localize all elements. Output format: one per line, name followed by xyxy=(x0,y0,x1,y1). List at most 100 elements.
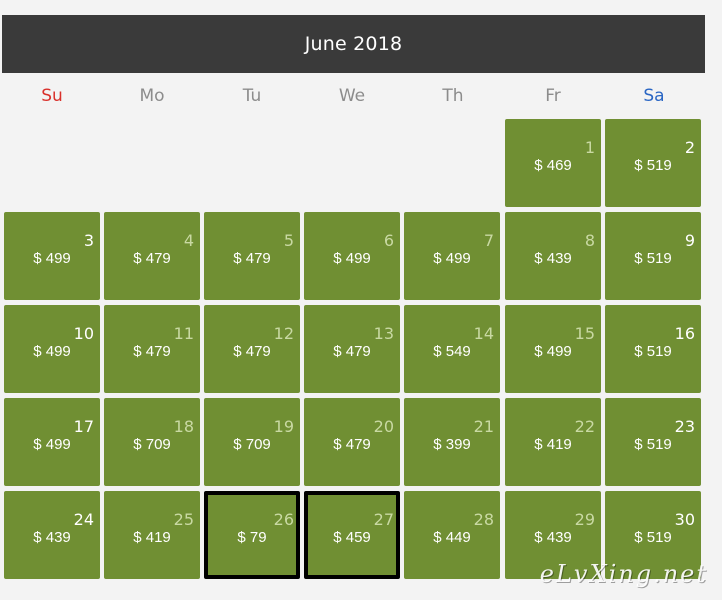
day-number: 25 xyxy=(173,510,194,529)
day-cell[interactable]: 18 $ 709 xyxy=(104,398,200,486)
weekday-monday: Mo xyxy=(139,86,165,106)
day-price: $ 709 xyxy=(233,436,271,453)
day-number: 11 xyxy=(173,324,194,343)
day-number: 22 xyxy=(574,417,595,436)
day-number: 5 xyxy=(283,231,294,250)
day-number: 24 xyxy=(73,510,94,529)
day-price: $ 479 xyxy=(133,250,171,267)
month-header: June 2018 xyxy=(2,15,705,73)
day-number: 29 xyxy=(574,510,595,529)
day-price: $ 399 xyxy=(433,436,471,453)
day-number: 15 xyxy=(574,324,595,343)
day-number: 14 xyxy=(473,324,494,343)
day-price: $ 519 xyxy=(634,343,672,360)
day-price: $ 449 xyxy=(433,529,471,546)
day-cell[interactable]: 5 $ 479 xyxy=(204,212,300,300)
day-number: 21 xyxy=(473,417,494,436)
weekday-friday: Fr xyxy=(545,86,561,106)
weekday-sunday: Su xyxy=(41,86,63,106)
day-cell[interactable]: 3 $ 499 xyxy=(4,212,100,300)
day-cell[interactable]: 29 $ 439 xyxy=(505,491,601,579)
day-price: $ 519 xyxy=(634,436,672,453)
day-number: 28 xyxy=(473,510,494,529)
day-number: 19 xyxy=(273,417,294,436)
day-price: $ 519 xyxy=(634,157,672,174)
day-number: 10 xyxy=(73,324,94,343)
day-cell[interactable]: 16 $ 519 xyxy=(605,305,701,393)
weekday-row: Su Mo Tu We Th Fr Sa xyxy=(0,86,722,114)
day-price: $ 479 xyxy=(333,343,371,360)
day-number: 6 xyxy=(383,231,394,250)
day-cell[interactable]: 25 $ 419 xyxy=(104,491,200,579)
day-cell[interactable]: 24 $ 439 xyxy=(4,491,100,579)
day-number: 12 xyxy=(273,324,294,343)
day-cell[interactable]: 1 $ 469 xyxy=(505,119,601,207)
day-cell[interactable]: 19 $ 709 xyxy=(204,398,300,486)
day-price: $ 499 xyxy=(33,250,71,267)
day-price: $ 499 xyxy=(534,343,572,360)
day-cell[interactable]: 30 $ 519 xyxy=(605,491,701,579)
day-cell[interactable]: 4 $ 479 xyxy=(104,212,200,300)
day-cell[interactable]: 8 $ 439 xyxy=(505,212,601,300)
day-cell[interactable]: 10 $ 499 xyxy=(4,305,100,393)
day-price: $ 439 xyxy=(534,250,572,267)
day-cell[interactable]: 22 $ 419 xyxy=(505,398,601,486)
weekday-thursday: Th xyxy=(442,86,464,106)
day-cell[interactable]: 2 $ 519 xyxy=(605,119,701,207)
day-number: 2 xyxy=(684,138,695,157)
day-number: 8 xyxy=(584,231,595,250)
day-number: 23 xyxy=(674,417,695,436)
day-cell[interactable]: 23 $ 519 xyxy=(605,398,701,486)
day-cell[interactable]: 11 $ 479 xyxy=(104,305,200,393)
day-cell[interactable]: 7 $ 499 xyxy=(404,212,500,300)
day-price: $ 499 xyxy=(33,436,71,453)
day-number: 18 xyxy=(173,417,194,436)
day-cell[interactable]: 21 $ 399 xyxy=(404,398,500,486)
day-price: $ 499 xyxy=(433,250,471,267)
day-number: 26 xyxy=(273,510,294,529)
day-price: $ 549 xyxy=(433,343,471,360)
day-number: 30 xyxy=(674,510,695,529)
day-number: 4 xyxy=(183,231,194,250)
day-number: 13 xyxy=(373,324,394,343)
day-price: $ 419 xyxy=(534,436,572,453)
day-price: $ 479 xyxy=(233,250,271,267)
day-price: $ 519 xyxy=(634,250,672,267)
day-cell[interactable]: 27 $ 459 xyxy=(304,491,400,579)
weekday-saturday: Sa xyxy=(643,86,665,106)
day-cell[interactable]: 9 $ 519 xyxy=(605,212,701,300)
day-cell[interactable]: 14 $ 549 xyxy=(404,305,500,393)
day-cell[interactable]: 15 $ 499 xyxy=(505,305,601,393)
day-price: $ 439 xyxy=(33,529,71,546)
day-number: 16 xyxy=(674,324,695,343)
day-cell[interactable]: 20 $ 479 xyxy=(304,398,400,486)
month-title: June 2018 xyxy=(304,33,403,55)
day-price: $ 479 xyxy=(233,343,271,360)
day-price: $ 439 xyxy=(534,529,572,546)
day-price: $ 499 xyxy=(33,343,71,360)
day-number: 9 xyxy=(684,231,695,250)
day-cell[interactable]: 12 $ 479 xyxy=(204,305,300,393)
day-number: 20 xyxy=(373,417,394,436)
day-number: 17 xyxy=(73,417,94,436)
weekday-tuesday: Tu xyxy=(242,86,262,106)
day-number: 27 xyxy=(373,510,394,529)
day-cell[interactable]: 6 $ 499 xyxy=(304,212,400,300)
day-price: $ 519 xyxy=(634,529,672,546)
day-number: 7 xyxy=(483,231,494,250)
day-price: $ 469 xyxy=(534,157,572,174)
day-number: 1 xyxy=(584,138,595,157)
day-cell[interactable]: 26 $ 79 xyxy=(204,491,300,579)
day-cell[interactable]: 17 $ 499 xyxy=(4,398,100,486)
day-cell[interactable]: 28 $ 449 xyxy=(404,491,500,579)
day-price: $ 419 xyxy=(133,529,171,546)
weekday-wednesday: We xyxy=(338,86,366,106)
day-price: $ 459 xyxy=(333,529,371,546)
day-price: $ 499 xyxy=(333,250,371,267)
day-cell[interactable]: 13 $ 479 xyxy=(304,305,400,393)
day-number: 3 xyxy=(83,231,94,250)
day-price: $ 709 xyxy=(133,436,171,453)
day-price: $ 79 xyxy=(237,529,267,546)
